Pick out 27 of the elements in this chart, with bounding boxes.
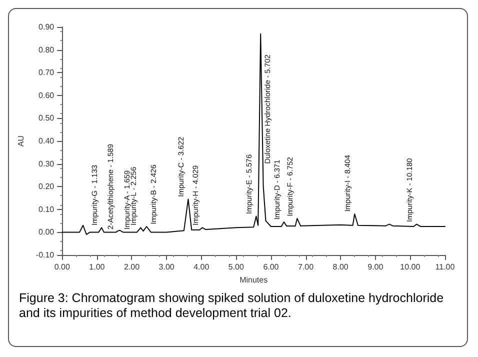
y-tick-label: 0.70	[38, 68, 55, 78]
x-axis-title: Minutes	[240, 275, 268, 284]
x-tick-label: 10.00	[400, 262, 421, 272]
x-tick-label: 8.00	[332, 262, 349, 272]
x-tick-label: 3.00	[158, 262, 175, 272]
x-tick-label: 4.00	[194, 262, 210, 272]
y-tick-label: 0.10	[38, 204, 55, 214]
x-tick-label: 7.00	[298, 262, 314, 272]
y-tick-label: 0.50	[38, 114, 55, 123]
x-tick-label: 2.00	[124, 262, 140, 272]
x-tick-label: 9.00	[368, 262, 384, 272]
caption: Figure 3: Chromatogram showing spiked solution of duloxetine hydrochloride and its impurities of method development trial 02.	[18, 290, 445, 322]
y-axis-title: AU	[16, 135, 26, 147]
y-tick-label: 0.00	[38, 228, 55, 237]
y-tick-label: 0.90	[38, 22, 55, 32]
x-tick-label: 1.00	[89, 262, 106, 272]
x-tick-label: 11.00	[435, 262, 456, 272]
x-tick-label: 6.00	[263, 262, 280, 272]
y-tick-label: 0.60	[38, 90, 55, 100]
line-series	[62, 33, 446, 235]
x-tick-label: 0.00	[54, 262, 70, 272]
y-tick-label: 0.40	[38, 136, 55, 146]
y-tick-label: 0.20	[38, 182, 55, 192]
y-tick-label: 0.80	[38, 45, 55, 54]
y-tick-label: 0.30	[38, 159, 55, 168]
y-tick-label: -0.10	[36, 250, 55, 260]
x-tick-label: 5.00	[228, 262, 244, 272]
